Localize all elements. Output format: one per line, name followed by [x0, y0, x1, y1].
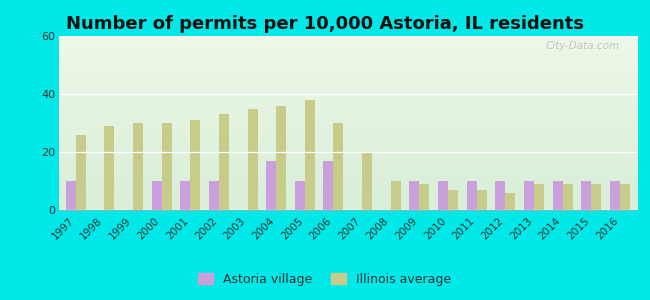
- Bar: [162, 123, 172, 210]
- Bar: [209, 181, 219, 210]
- Bar: [180, 181, 190, 210]
- Bar: [524, 181, 534, 210]
- Bar: [219, 114, 229, 210]
- Bar: [438, 181, 448, 210]
- Bar: [151, 181, 162, 210]
- Bar: [362, 152, 372, 210]
- Bar: [333, 123, 343, 210]
- Bar: [534, 184, 544, 210]
- Bar: [104, 126, 114, 210]
- Bar: [133, 123, 143, 210]
- Bar: [505, 193, 515, 210]
- Bar: [610, 181, 620, 210]
- Bar: [248, 109, 257, 210]
- Bar: [592, 184, 601, 210]
- Bar: [419, 184, 430, 210]
- Legend: Astoria village, Illinois average: Astoria village, Illinois average: [194, 268, 456, 291]
- Bar: [75, 135, 86, 210]
- Bar: [410, 181, 419, 210]
- Bar: [448, 190, 458, 210]
- Bar: [324, 161, 333, 210]
- Bar: [552, 181, 562, 210]
- Bar: [305, 100, 315, 210]
- Bar: [276, 106, 286, 210]
- Bar: [581, 181, 592, 210]
- Bar: [391, 181, 401, 210]
- Bar: [190, 120, 200, 210]
- Bar: [562, 184, 573, 210]
- Bar: [467, 181, 476, 210]
- Bar: [266, 161, 276, 210]
- Bar: [66, 181, 75, 210]
- Bar: [476, 190, 487, 210]
- Bar: [495, 181, 505, 210]
- Bar: [620, 184, 630, 210]
- Bar: [294, 181, 305, 210]
- Text: City-Data.com: City-Data.com: [545, 41, 619, 51]
- Text: Number of permits per 10,000 Astoria, IL residents: Number of permits per 10,000 Astoria, IL…: [66, 15, 584, 33]
